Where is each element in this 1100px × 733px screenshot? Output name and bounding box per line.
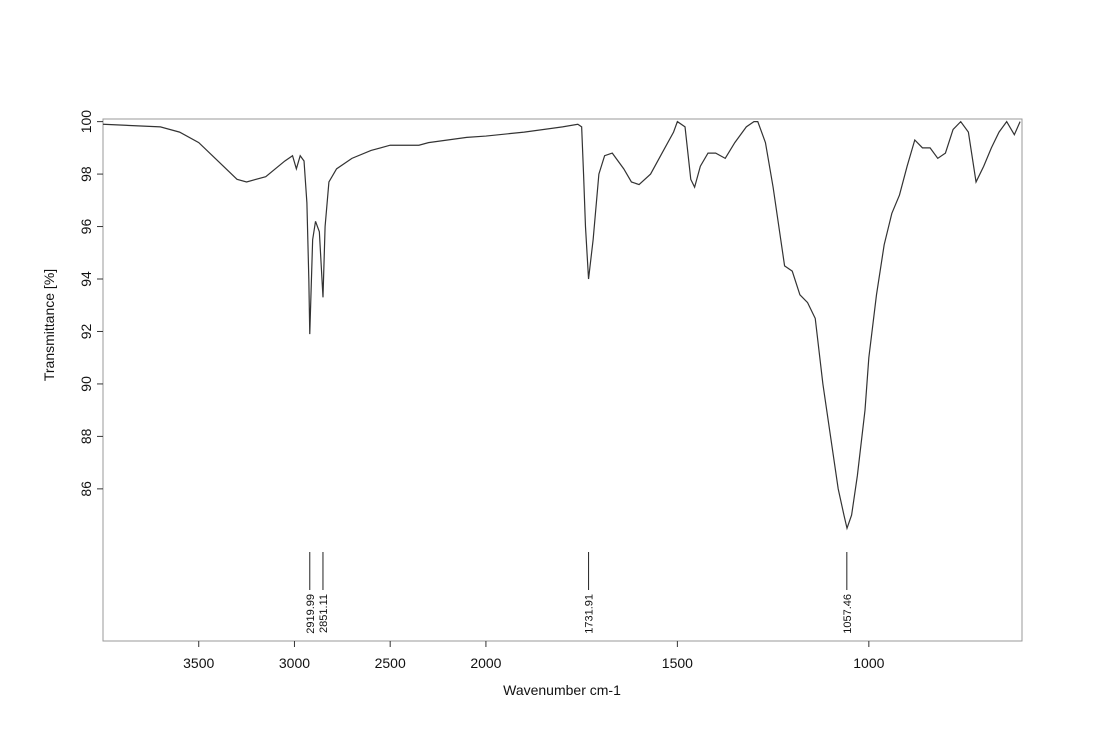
x-tick-label: 3500	[183, 655, 214, 671]
y-axis-label: Transmittance [%]	[41, 269, 57, 381]
peak-label: 2919.99	[305, 594, 317, 634]
plot-frame	[102, 118, 1023, 642]
y-tick-label: 92	[78, 323, 94, 339]
x-axis-label: Wavenumber cm-1	[503, 682, 621, 698]
peak-label: 1057.46	[842, 594, 854, 634]
spectrum-line	[102, 120, 1021, 531]
peak-label: 1731.91	[584, 594, 596, 634]
x-tick-label: 3000	[279, 655, 310, 671]
x-tick-label: 2500	[375, 655, 406, 671]
y-tick-label: 90	[78, 376, 94, 392]
x-tick-label: 1000	[853, 655, 884, 671]
y-tick-label: 86	[78, 481, 94, 497]
y-tick-label: 94	[78, 271, 94, 287]
y-tick-label: 88	[78, 428, 94, 444]
y-tick-label: 96	[78, 219, 94, 235]
x-tick-label: 2000	[470, 655, 501, 671]
x-tick-label: 1500	[662, 655, 693, 671]
peak-label: 2851.11	[318, 594, 330, 633]
y-tick-label: 98	[78, 166, 94, 182]
y-tick-label: 100	[78, 110, 94, 134]
